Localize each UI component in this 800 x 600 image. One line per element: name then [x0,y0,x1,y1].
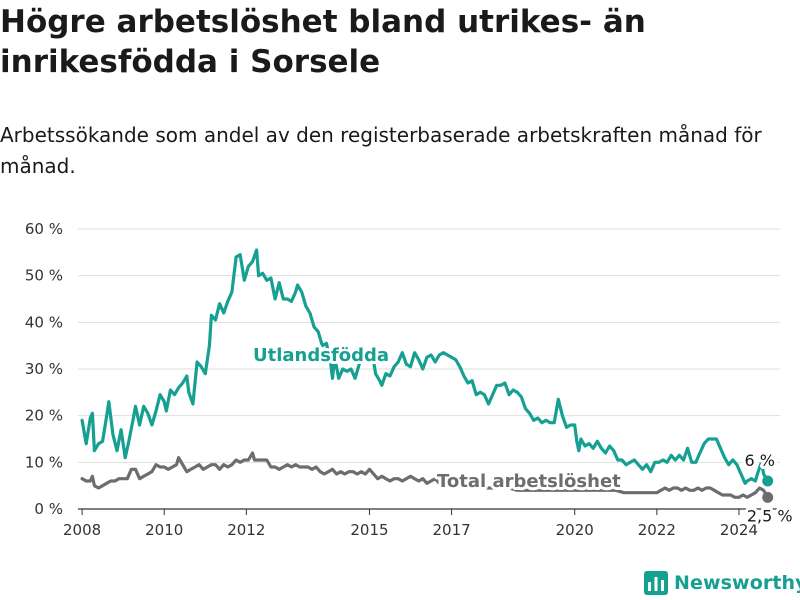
y-tick-label: 60 % [25,220,63,238]
x-tick-label: 2010 [145,521,183,539]
series-line-total-arbetslöshet [80,451,770,499]
x-tick-label: 2008 [63,521,101,539]
series-label-utlandsfodda: Utlandsfödda [253,345,389,366]
end-label-utlandsfodda-halo: 6 % [744,451,774,470]
chart-title: Högre arbetslöshet bland utrikes- än inr… [0,4,646,80]
line-chart: 0 % 10 % 20 % 30 % 40 % 50 % 60 % 2008 2010 2012… [24,220,796,539]
series-label-total-halo: Total arbetslöshet [437,471,621,492]
y-tick-label: 0 % [34,500,63,518]
series-lines [80,248,774,503]
y-tick-label: 30 % [25,360,63,378]
chart-subtitle: Arbetssökande som andel av den registerb… [0,123,762,178]
newsworthy-logo-icon [644,571,668,595]
x-tick-label: 2020 [556,521,594,539]
series-label-utlandsfodda-halo: Utlandsfödda [253,345,389,366]
end-label-total-halo: 2,5 % [747,506,793,525]
end-label-total: 2,5 % [747,506,793,525]
x-tick-label: 2024 [720,521,758,539]
y-tick-label: 10 % [25,453,63,471]
y-tick-label: 50 % [25,267,63,285]
x-tick-label: 2015 [350,521,388,539]
brand-name: Newsworthy [674,572,800,594]
y-tick-label: 40 % [25,313,63,331]
x-tick-label: 2017 [432,521,470,539]
end-point-utlandsfödda [762,475,774,487]
x-axis: 2008 2010 2012 2015 2017 2020 2022 2024 [63,509,758,539]
newsworthy-brand: Newsworthy [644,568,800,598]
y-axis: 0 % 10 % 20 % 30 % 40 % 50 % 60 % [25,220,63,518]
end-label-utlandsfodda: 6 % [744,451,774,470]
gridlines [78,228,780,510]
series-line-utlandsfödda [80,248,770,485]
end-point-total-arbetslöshet [762,491,774,503]
y-tick-label: 20 % [25,407,63,425]
series-label-total: Total arbetslöshet [437,471,621,492]
x-tick-label: 2022 [638,521,676,539]
x-tick-label: 2012 [227,521,265,539]
